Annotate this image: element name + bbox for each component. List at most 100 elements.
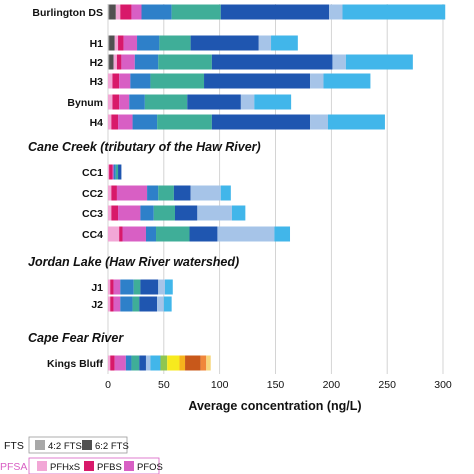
bar-segment-s6 [137,35,160,51]
bar-segment-s6 [141,4,172,20]
bar-segment-s14 [185,355,201,371]
bar-segment-s6 [132,114,158,130]
bar-segment-fts42 [108,54,110,70]
bar-segment-pfbs [111,205,119,221]
bar-segment-s8 [211,54,333,70]
bar-segment-s9 [145,355,151,371]
bar-segment-pfhxs [108,185,112,201]
bar-segment-pfbs [112,94,120,110]
bar-segment-s7 [150,73,205,89]
bar-segment-s8 [189,226,218,242]
bar-segment-pfbs [109,164,113,180]
bar-segment-s9 [329,4,343,20]
bar-segment-pfhxs [115,4,121,20]
bar-segment-s10 [254,94,292,110]
bar-segment-pfos [121,54,135,70]
category-label: H2 [90,57,104,69]
bar-segment-s10 [323,73,371,89]
bar-segment-s9 [332,54,346,70]
bar-segment-pfhxs [108,296,111,312]
bar-segment-pfos [112,164,114,180]
bar-segment-pfos [118,114,133,130]
bar-segment-fts42 [108,4,110,20]
bar-segment-s8 [190,35,259,51]
bar-segment-pfhxs [108,94,113,110]
bar-segment-s6 [130,73,151,89]
bar-segment-s7 [158,54,212,70]
bar-segment-s9 [258,35,272,51]
bar-segment-pfos [113,296,121,312]
bar-segment-s6 [120,296,133,312]
category-label: Kings Bluff [47,358,103,370]
bar-segment-s6 [134,54,159,70]
category-label: H1 [90,38,104,50]
bar-segment-s8 [211,114,311,130]
bar-segment-pfhxs [108,279,111,295]
bar-segment-pfos [113,279,121,295]
bar-segment-s6 [140,205,154,221]
legend-label: PFBS [97,462,122,473]
bar-segment-pfhxs [113,54,117,70]
category-label: J1 [91,282,103,294]
category-label: Burlington DS [32,7,103,19]
bar-segment-s9 [157,296,164,312]
legend-label: PFOS [137,462,163,473]
bar-segment-s16 [206,355,211,371]
legend-label: 6:2 FTS [95,441,129,452]
bar-segment-pfbs [110,355,115,371]
legend-swatch-pfbs [84,461,94,471]
bar-segment-pfos [118,205,141,221]
bar-segment-s6 [145,226,157,242]
bar-segment-pfbs [111,185,117,201]
bar-segment-s10 [274,226,291,242]
bar-segment-pfbs [120,4,132,20]
category-label: CC4 [82,229,103,241]
bar-segment-s12 [167,355,180,371]
group-title: Jordan Lake (Haw River watershed) [28,255,239,269]
bar-segment-s7 [158,185,174,201]
legend-group-label: FTS [4,440,24,452]
legend-swatch-pfos [124,461,134,471]
bar-segment-fts42 [108,35,110,51]
bar-segment-s9 [190,185,221,201]
x-tick-label: 0 [105,379,111,391]
bar-segment-s6 [125,355,132,371]
bar-segment-s7 [159,35,191,51]
bar-segment-s10 [327,114,385,130]
bar-segment-s6 [129,94,145,110]
bar-segment-s6 [113,164,116,180]
bar-segment-s8 [204,73,311,89]
bar-segment-s10 [342,4,446,20]
bar-segment-s7 [157,114,212,130]
legend-box [28,436,128,454]
bar-segment-s10 [231,205,246,221]
bar-segment-s8 [173,185,191,201]
legend-swatch-fts42 [35,440,45,450]
bar-segment-s8 [118,164,122,180]
bar-segment-pfhxs [108,73,113,89]
bar-segment-s8 [140,279,159,295]
x-tick-label: 200 [323,379,341,391]
legend-swatch-fts62 [82,440,92,450]
x-axis-label: Average concentration (ng/L) [188,399,361,413]
bar-segment-s6 [120,279,134,295]
legend-swatch-pfhxs [37,461,47,471]
bar-segment-s8 [220,4,330,20]
bar-segment-s8 [187,94,241,110]
bar-segment-s10 [150,355,161,371]
bar-segment-s10 [164,279,173,295]
bar-segment-s9 [158,279,165,295]
bar-segment-pfos [119,73,131,89]
bar-segment-pfos [131,4,142,20]
group-title: Cape Fear River [28,331,124,345]
bar-segment-s9 [217,226,275,242]
bar-segment-s7 [144,94,188,110]
bar-segment-pfbs [116,54,122,70]
legend-label: 4:2 FTS [48,441,82,452]
x-tick-label: 300 [434,379,452,391]
bar-segment-s9 [197,205,232,221]
category-label: CC3 [82,208,103,220]
category-label: H4 [90,117,104,129]
legend-label: PFHxS [50,462,80,473]
